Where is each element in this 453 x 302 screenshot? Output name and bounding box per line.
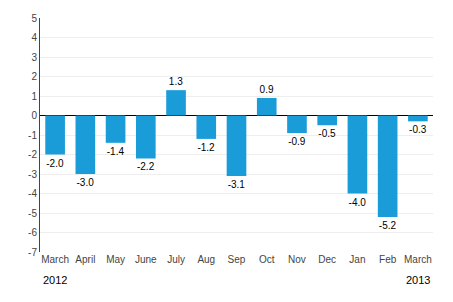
svg-text:Nov: Nov: [288, 254, 306, 265]
svg-text:May: May: [106, 254, 125, 265]
svg-text:July: July: [167, 254, 185, 265]
svg-text:4: 4: [31, 32, 37, 43]
svg-text:-1.4: -1.4: [107, 146, 125, 157]
svg-text:-5.2: -5.2: [379, 220, 397, 231]
svg-text:Aug: Aug: [197, 254, 215, 265]
svg-text:0: 0: [31, 110, 37, 121]
svg-text:Jan: Jan: [349, 254, 365, 265]
svg-text:-5: -5: [28, 208, 37, 219]
svg-text:2012: 2012: [43, 274, 67, 286]
svg-text:March: March: [41, 254, 69, 265]
svg-text:-3.1: -3.1: [228, 179, 246, 190]
svg-text:-4: -4: [28, 188, 37, 199]
svg-text:Dec: Dec: [318, 254, 336, 265]
svg-text:-6: -6: [28, 227, 37, 238]
svg-text:-2.0: -2.0: [46, 158, 64, 169]
svg-text:-3: -3: [28, 169, 37, 180]
svg-text:June: June: [135, 254, 157, 265]
svg-text:-7: -7: [28, 247, 37, 258]
svg-text:-0.9: -0.9: [288, 136, 306, 147]
svg-text:Oct: Oct: [259, 254, 275, 265]
svg-text:5: 5: [31, 13, 37, 24]
svg-text:-0.3: -0.3: [409, 124, 427, 135]
svg-text:3: 3: [31, 52, 37, 63]
svg-text:-4.0: -4.0: [349, 197, 367, 208]
svg-text:Sep: Sep: [228, 254, 246, 265]
svg-text:2: 2: [31, 71, 37, 82]
svg-text:-0.5: -0.5: [318, 128, 336, 139]
svg-text:-1.2: -1.2: [197, 142, 215, 153]
svg-text:April: April: [75, 254, 95, 265]
svg-text:0.9: 0.9: [260, 84, 274, 95]
svg-text:2013: 2013: [406, 274, 430, 286]
svg-text:Feb: Feb: [379, 254, 397, 265]
svg-text:1: 1: [31, 91, 37, 102]
svg-text:-3.0: -3.0: [77, 177, 95, 188]
svg-text:March: March: [404, 254, 432, 265]
svg-text:-2: -2: [28, 149, 37, 160]
svg-text:-2.2: -2.2: [137, 161, 155, 172]
svg-text:1.3: 1.3: [169, 76, 183, 87]
svg-text:-1: -1: [28, 130, 37, 141]
